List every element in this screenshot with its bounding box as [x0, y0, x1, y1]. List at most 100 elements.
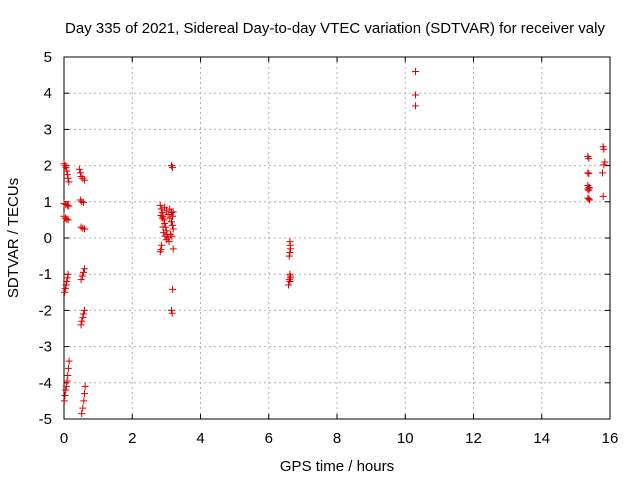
data-point	[80, 390, 88, 398]
y-tick-label: 0	[44, 230, 52, 247]
data-point	[167, 218, 175, 226]
y-tick-label: -5	[39, 411, 52, 428]
data-point	[64, 216, 72, 224]
data-point	[79, 314, 87, 322]
data-point	[78, 198, 86, 206]
data-point	[64, 174, 72, 182]
data-point	[63, 171, 71, 179]
data-point	[78, 317, 86, 325]
x-axis-label: GPS time / hours	[280, 458, 394, 475]
data-point	[60, 160, 68, 168]
data-point	[169, 225, 177, 233]
y-tick-label: -3	[39, 339, 52, 356]
y-tick-label: 2	[44, 158, 52, 175]
x-tick-label: 16	[602, 430, 619, 447]
data-point	[600, 145, 608, 153]
data-point	[76, 169, 84, 177]
data-point	[169, 285, 177, 293]
data-point	[78, 272, 86, 280]
data-point	[584, 169, 592, 177]
data-point	[584, 185, 592, 193]
data-point	[162, 236, 170, 244]
x-tick-label: 6	[265, 430, 273, 447]
x-tick-label: 14	[533, 430, 550, 447]
data-point	[169, 245, 177, 253]
data-point	[156, 248, 164, 256]
data-point	[167, 162, 175, 170]
data-point	[79, 199, 87, 207]
y-tick-label: 4	[44, 85, 52, 102]
y-tick-label: -2	[39, 302, 52, 319]
data-point	[411, 102, 419, 110]
data-point	[62, 163, 70, 171]
y-tick-label: 5	[44, 49, 52, 66]
data-point	[60, 397, 68, 405]
data-point	[63, 274, 71, 282]
data-point	[157, 212, 165, 220]
data-point	[77, 321, 85, 329]
data-point	[77, 276, 85, 284]
data-point	[164, 234, 172, 242]
data-point	[601, 158, 609, 166]
data-point	[77, 223, 85, 231]
data-point	[63, 201, 71, 209]
data-point	[80, 306, 88, 314]
data-point	[586, 196, 594, 204]
data-point	[62, 200, 70, 208]
data-point	[60, 200, 68, 208]
data-point	[61, 288, 69, 296]
data-point	[286, 277, 294, 285]
data-point	[79, 174, 87, 182]
x-tick-label: 10	[397, 430, 414, 447]
data-point	[164, 210, 172, 218]
data-point	[79, 224, 87, 232]
y-tick-label: -1	[39, 266, 52, 283]
data-point	[61, 285, 69, 293]
data-point	[285, 276, 293, 284]
data-points	[60, 67, 609, 418]
x-tick-label: 8	[333, 430, 341, 447]
data-point	[75, 165, 83, 173]
data-point	[65, 357, 73, 365]
data-point	[167, 306, 175, 314]
data-point	[168, 232, 176, 240]
data-point	[156, 201, 164, 209]
data-point	[63, 277, 71, 285]
data-point	[77, 172, 85, 180]
data-point	[585, 170, 593, 178]
data-point	[585, 186, 593, 194]
data-point	[62, 382, 70, 390]
data-point	[411, 91, 419, 99]
data-point	[64, 372, 72, 380]
data-point	[61, 391, 69, 399]
x-tick-label: 12	[465, 430, 482, 447]
data-point	[79, 310, 87, 318]
data-point	[160, 229, 168, 237]
data-point	[285, 281, 293, 289]
data-point	[63, 215, 71, 223]
y-axis-label: SDTVAR / TECUs	[5, 178, 22, 298]
x-tick-label: 4	[196, 430, 204, 447]
data-point	[169, 163, 177, 171]
data-point	[169, 212, 177, 220]
data-point	[585, 154, 593, 162]
data-point	[80, 176, 88, 184]
y-tick-label: 1	[44, 194, 52, 211]
data-point	[169, 208, 177, 216]
data-point	[287, 245, 295, 253]
data-point	[287, 274, 295, 282]
x-tick-label: 0	[60, 430, 68, 447]
data-point	[63, 377, 71, 385]
data-point	[286, 248, 294, 256]
data-point	[62, 386, 70, 394]
data-point	[168, 309, 176, 317]
data-point	[61, 162, 69, 170]
data-point	[584, 153, 592, 161]
data-point	[411, 67, 419, 75]
data-point	[599, 192, 607, 200]
data-point	[65, 202, 73, 210]
chart-title: Day 335 of 2021, Sidereal Day-to-day VTE…	[65, 20, 605, 37]
data-point	[166, 230, 174, 238]
